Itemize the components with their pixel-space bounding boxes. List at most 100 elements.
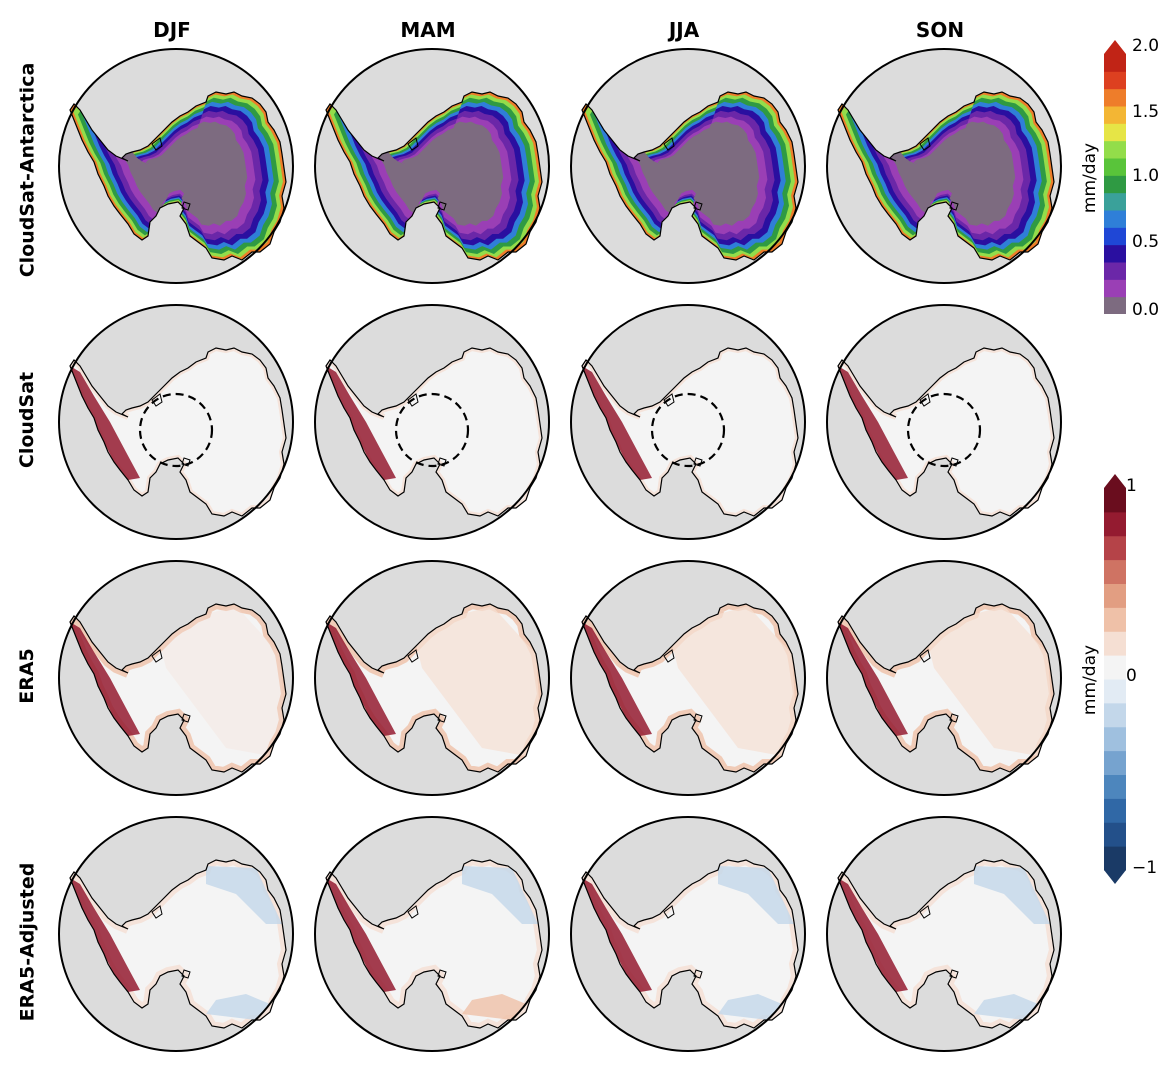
- column-title-djf: DJF: [153, 18, 191, 42]
- island-outline: [407, 649, 419, 663]
- peninsula-anomaly: [326, 878, 396, 992]
- row-label-era5-adjusted: ERA5-Adjusted: [16, 862, 38, 1022]
- map-panel-cloudsat-antarctica-son: [826, 48, 1062, 284]
- colorbar-segment-12: [1104, 88, 1126, 107]
- island-outline-2: [949, 457, 959, 467]
- negative-anomaly: [462, 866, 538, 924]
- colorbar-segment-13: [1104, 71, 1126, 90]
- colorbar-top-tick-2: 1.0: [1132, 166, 1160, 186]
- precip-interior: [369, 121, 504, 226]
- colorbar-segment-5: [1104, 210, 1126, 228]
- colorbar-top-tick-3: 1.5: [1132, 102, 1160, 122]
- peninsula-anomaly: [70, 366, 140, 480]
- coastline: [325, 347, 543, 517]
- colorbar-segment-6: [1104, 192, 1126, 211]
- peninsula-anomaly: [70, 622, 140, 736]
- peninsula-anomaly: [582, 878, 652, 992]
- peninsula-anomaly: [70, 878, 140, 992]
- colorbar-segment-9: [1104, 631, 1126, 656]
- map-panel-era5-djf: [58, 560, 294, 796]
- colorbar-difference: [1104, 474, 1126, 884]
- negative-anomaly: [718, 866, 794, 924]
- peninsula-anomaly: [582, 366, 652, 480]
- coastline: [837, 91, 1055, 261]
- colorbar-segment-0: [1104, 296, 1126, 315]
- map-panel-era5-adjusted-mam: [314, 816, 550, 1052]
- island-outline: [407, 393, 419, 407]
- colorbar-difference-scale: [1104, 474, 1126, 884]
- orbit-gap-circle: [394, 392, 470, 468]
- colorbar-top-tick-4: 2.0: [1132, 36, 1160, 56]
- island-outline-2: [693, 201, 703, 211]
- column-title-son: SON: [915, 18, 965, 42]
- map-boundary: [570, 48, 806, 284]
- precip-interior: [625, 121, 760, 226]
- colorbar-segment-14: [1104, 511, 1126, 537]
- island-outline-2: [949, 201, 959, 211]
- colorbar-segment-3: [1104, 774, 1126, 799]
- island-outline: [151, 137, 163, 151]
- column-title-jja: JJA: [668, 18, 700, 42]
- colorbar-extend-max: [1104, 40, 1126, 54]
- peninsula-anomaly: [838, 622, 908, 736]
- precip-interior: [881, 121, 1016, 226]
- coastline: [69, 347, 287, 517]
- colorbar-segment-15: [1104, 488, 1126, 513]
- column-title-mam: MAM: [400, 18, 456, 42]
- map-panel-cloudsat-jja: [570, 304, 806, 540]
- colorbar-extend-max: [1104, 474, 1126, 488]
- colorbar-extend-min: [1104, 870, 1126, 884]
- colorbar-segment-8: [1104, 655, 1126, 680]
- colorbar-segment-10: [1104, 607, 1126, 632]
- island-outline: [663, 393, 675, 407]
- coastline: [581, 603, 799, 773]
- ross-anomaly: [718, 994, 782, 1020]
- colorbar-segment-12: [1104, 559, 1126, 584]
- colorbar-segment-0: [1104, 846, 1126, 871]
- colorbar-bottom-tick-0: −1: [1132, 858, 1158, 878]
- island-outline: [407, 137, 419, 151]
- map-boundary: [570, 816, 806, 1052]
- map-boundary: [314, 816, 550, 1052]
- map-boundary: [826, 816, 1062, 1052]
- island-outline-2: [437, 713, 447, 723]
- coastline: [581, 91, 799, 261]
- island-outline-2: [437, 457, 447, 467]
- row-label-cloudsat: CloudSat: [16, 371, 39, 469]
- island-outline: [919, 649, 931, 663]
- map-boundary: [826, 560, 1062, 796]
- coastline: [837, 347, 1055, 517]
- colorbar-segment-8: [1104, 158, 1126, 176]
- colorbar-segment-10: [1104, 123, 1126, 142]
- coastline: [69, 859, 287, 1029]
- ross-anomaly: [462, 994, 526, 1020]
- island-outline-2: [437, 969, 447, 979]
- island-outline-2: [437, 201, 447, 211]
- peninsula-anomaly: [326, 622, 396, 736]
- map-panel-cloudsat-antarctica-jja: [570, 48, 806, 284]
- island-outline-2: [181, 713, 191, 723]
- map-panel-cloudsat-son: [826, 304, 1062, 540]
- island-outline: [919, 905, 931, 919]
- island-outline-2: [693, 969, 703, 979]
- island-outline-2: [949, 969, 959, 979]
- map-boundary: [58, 304, 294, 540]
- map-panel-era5-adjusted-jja: [570, 816, 806, 1052]
- colorbar-segment-13: [1104, 535, 1126, 561]
- coastline: [581, 347, 799, 517]
- colorbar-segment-9: [1104, 140, 1126, 159]
- colorbar-segment-5: [1104, 726, 1126, 752]
- map-panel-cloudsat-antarctica-djf: [58, 48, 294, 284]
- map-boundary: [314, 48, 550, 284]
- coastline: [837, 859, 1055, 1029]
- map-boundary: [570, 560, 806, 796]
- island-outline: [663, 905, 675, 919]
- island-outline: [663, 137, 675, 151]
- coastline: [325, 91, 543, 261]
- colorbar-segment-4: [1104, 227, 1126, 246]
- coastline: [837, 603, 1055, 773]
- orbit-gap-circle: [650, 392, 726, 468]
- colorbar-segment-4: [1104, 750, 1126, 775]
- colorbar-segment-11: [1104, 106, 1126, 124]
- negative-anomaly: [206, 866, 282, 924]
